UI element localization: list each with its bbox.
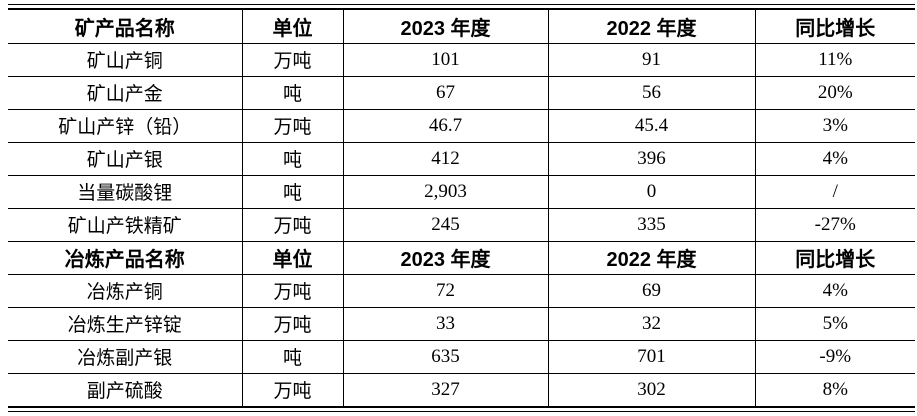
table-top-double-rule bbox=[8, 4, 915, 10]
header-product-name: 冶炼产品名称 bbox=[8, 241, 242, 275]
product-name-cell: 冶炼产铜 bbox=[8, 274, 242, 308]
product-name-cell: 矿山产金 bbox=[8, 76, 242, 110]
yoy-cell: / bbox=[754, 175, 915, 209]
value-2023-cell: 72 bbox=[342, 274, 548, 308]
header-product-name: 矿产品名称 bbox=[8, 10, 242, 44]
unit-cell: 万吨 bbox=[241, 109, 343, 143]
unit-cell: 吨 bbox=[241, 175, 343, 209]
product-name-cell: 矿山产铁精矿 bbox=[8, 208, 242, 242]
table-row-lithium-carbonate: 当量碳酸锂 吨 2,903 0 / bbox=[8, 175, 915, 209]
product-name-cell: 冶炼生产锌锭 bbox=[8, 307, 242, 341]
value-2023-cell: 33 bbox=[342, 307, 548, 341]
product-name-cell: 冶炼副产银 bbox=[8, 340, 242, 374]
table-row-mine-zinc-lead: 矿山产锌（铅） 万吨 46.7 45.4 3% bbox=[8, 109, 915, 143]
product-name-cell: 矿山产锌（铅） bbox=[8, 109, 242, 143]
unit-cell: 万吨 bbox=[241, 373, 343, 406]
value-2022-cell: 56 bbox=[547, 76, 755, 110]
value-2022-cell: 0 bbox=[547, 175, 755, 209]
product-name-cell: 矿山产铜 bbox=[8, 43, 242, 77]
table-bottom-double-rule bbox=[8, 406, 915, 412]
yoy-cell: 20% bbox=[754, 76, 915, 110]
value-2022-cell: 396 bbox=[547, 142, 755, 176]
header-unit: 单位 bbox=[241, 10, 343, 44]
value-2023-cell: 245 bbox=[342, 208, 548, 242]
production-table-wrapper: 矿产品名称 单位 2023 年度 2022 年度 同比增长 矿山产铜 万吨 10… bbox=[8, 4, 915, 412]
table-row-zinc-ingot: 冶炼生产锌锭 万吨 33 32 5% bbox=[8, 307, 915, 341]
yoy-cell: 8% bbox=[754, 373, 915, 406]
unit-cell: 万吨 bbox=[241, 274, 343, 308]
product-name-cell: 矿山产银 bbox=[8, 142, 242, 176]
value-2022-cell: 302 bbox=[547, 373, 755, 406]
smelting-header-row: 冶炼产品名称 单位 2023 年度 2022 年度 同比增长 bbox=[8, 241, 915, 275]
value-2022-cell: 45.4 bbox=[547, 109, 755, 143]
unit-cell: 吨 bbox=[241, 142, 343, 176]
value-2023-cell: 101 bbox=[342, 43, 548, 77]
yoy-cell: -9% bbox=[754, 340, 915, 374]
value-2022-cell: 69 bbox=[547, 274, 755, 308]
value-2023-cell: 327 bbox=[342, 373, 548, 406]
header-yoy-growth: 同比增长 bbox=[754, 10, 915, 44]
header-unit: 单位 bbox=[241, 241, 343, 275]
value-2022-cell: 32 bbox=[547, 307, 755, 341]
header-year-2022: 2022 年度 bbox=[547, 10, 755, 44]
value-2023-cell: 635 bbox=[342, 340, 548, 374]
unit-cell: 万吨 bbox=[241, 208, 343, 242]
value-2023-cell: 412 bbox=[342, 142, 548, 176]
production-table: 矿产品名称 单位 2023 年度 2022 年度 同比增长 矿山产铜 万吨 10… bbox=[8, 10, 915, 406]
header-year-2022: 2022 年度 bbox=[547, 241, 755, 275]
yoy-cell: 5% bbox=[754, 307, 915, 341]
table-row-iron-concentrate: 矿山产铁精矿 万吨 245 335 -27% bbox=[8, 208, 915, 242]
value-2022-cell: 335 bbox=[547, 208, 755, 242]
table-row-smelt-copper: 冶炼产铜 万吨 72 69 4% bbox=[8, 274, 915, 308]
value-2023-cell: 46.7 bbox=[342, 109, 548, 143]
yoy-cell: -27% bbox=[754, 208, 915, 242]
mineral-header-row: 矿产品名称 单位 2023 年度 2022 年度 同比增长 bbox=[8, 10, 915, 44]
unit-cell: 吨 bbox=[241, 340, 343, 374]
header-yoy-growth: 同比增长 bbox=[754, 241, 915, 275]
yoy-cell: 4% bbox=[754, 142, 915, 176]
value-2023-cell: 2,903 bbox=[342, 175, 548, 209]
unit-cell: 吨 bbox=[241, 76, 343, 110]
value-2023-cell: 67 bbox=[342, 76, 548, 110]
header-year-2023: 2023 年度 bbox=[342, 241, 548, 275]
value-2022-cell: 91 bbox=[547, 43, 755, 77]
yoy-cell: 4% bbox=[754, 274, 915, 308]
yoy-cell: 3% bbox=[754, 109, 915, 143]
unit-cell: 万吨 bbox=[241, 307, 343, 341]
product-name-cell: 当量碳酸锂 bbox=[8, 175, 242, 209]
table-row-sulfuric-acid: 副产硫酸 万吨 327 302 8% bbox=[8, 373, 915, 406]
table-row-mine-copper: 矿山产铜 万吨 101 91 11% bbox=[8, 43, 915, 77]
table-row-mine-silver: 矿山产银 吨 412 396 4% bbox=[8, 142, 915, 176]
yoy-cell: 11% bbox=[754, 43, 915, 77]
product-name-cell: 副产硫酸 bbox=[86, 381, 163, 403]
header-year-2023: 2023 年度 bbox=[342, 10, 548, 44]
table-row-mine-gold: 矿山产金 吨 67 56 20% bbox=[8, 76, 915, 110]
unit-cell: 万吨 bbox=[241, 43, 343, 77]
value-2022-cell: 701 bbox=[547, 340, 755, 374]
table-row-byproduct-silver: 冶炼副产银 吨 635 701 -9% bbox=[8, 340, 915, 374]
